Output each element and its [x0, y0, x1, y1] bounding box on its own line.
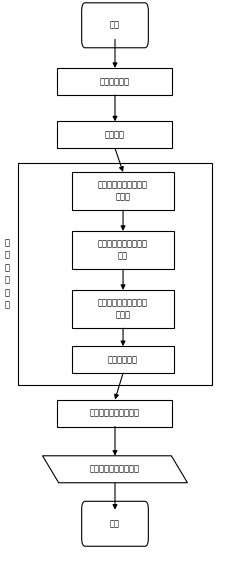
Bar [57, 400, 172, 427]
Bar [72, 346, 173, 373]
Bar [72, 231, 173, 269]
Text: 读取原始数据: 读取原始数据 [100, 77, 129, 86]
Text: 预
测
模
型
训
练: 预 测 模 型 训 练 [5, 238, 10, 310]
Text: 开始: 开始 [109, 21, 120, 30]
Text: 数据清洗: 数据清洗 [105, 130, 124, 139]
Bar [72, 290, 173, 328]
Text: 标签分布学习: 标签分布学习 [108, 355, 137, 364]
Text: 输出新增节点位置集合: 输出新增节点位置集合 [90, 465, 139, 474]
Bar [72, 172, 173, 210]
Text: 对气象特征等进行特征
提取: 对气象特征等进行特征 提取 [98, 239, 147, 261]
Bar [57, 121, 172, 148]
Bar [57, 68, 172, 95]
Text: 对交通路网特征进行特
征提取: 对交通路网特征进行特 征提取 [98, 298, 147, 320]
Text: 主动学习选择节点位置: 主动学习选择节点位置 [90, 409, 139, 418]
Bar [18, 163, 211, 385]
Polygon shape [42, 456, 187, 483]
FancyBboxPatch shape [81, 501, 148, 546]
FancyBboxPatch shape [81, 3, 148, 48]
Text: 对交通数据进行时空特
征提取: 对交通数据进行时空特 征提取 [98, 180, 147, 202]
Text: 结束: 结束 [109, 519, 120, 528]
